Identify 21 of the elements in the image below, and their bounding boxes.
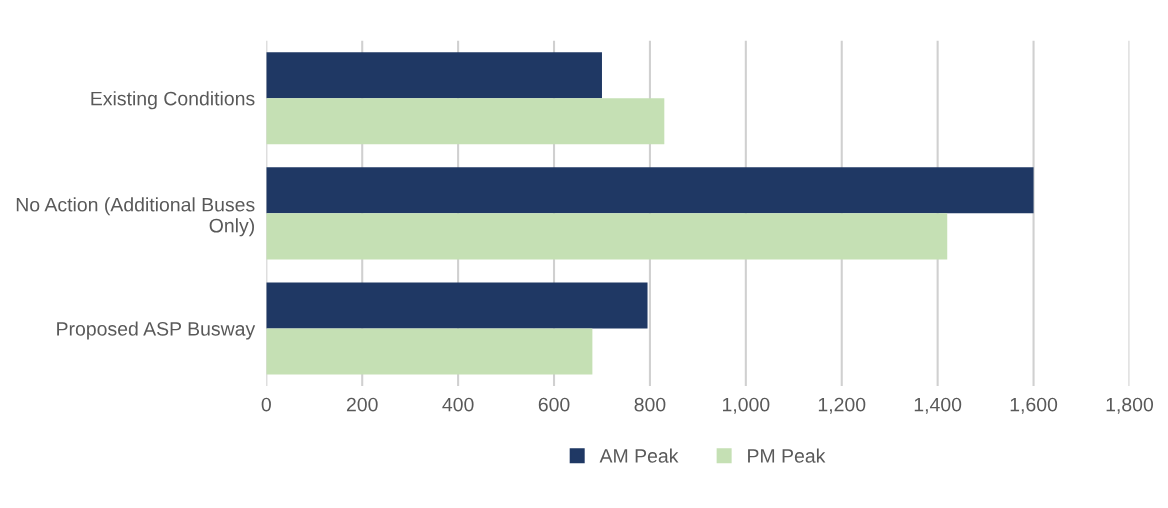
x-tick-label: 1,800 bbox=[1106, 397, 1154, 414]
y-tick-label: Existing Conditions bbox=[91, 91, 255, 110]
y-tick-label: No Action (Additional Buses Only) bbox=[16, 197, 255, 237]
x-tick-label: 600 bbox=[538, 397, 570, 412]
x-tick-label: 0 bbox=[261, 397, 271, 412]
x-tick-label: 400 bbox=[442, 397, 474, 412]
bar bbox=[266, 167, 1034, 214]
x-tick-label: 1,200 bbox=[818, 397, 866, 414]
bar bbox=[266, 328, 593, 375]
y-tick-label: Proposed ASP Busway bbox=[57, 321, 256, 340]
x-tick-label: 800 bbox=[634, 397, 666, 412]
x-tick-label: 1,000 bbox=[722, 397, 770, 414]
x-tick-label: 1,600 bbox=[1010, 397, 1058, 414]
x-tick-label: 1,400 bbox=[914, 397, 962, 414]
bar bbox=[266, 52, 602, 99]
bar bbox=[266, 98, 665, 145]
bar bbox=[266, 282, 648, 329]
x-tick-label: 200 bbox=[346, 397, 378, 412]
legend-label: PM Peak bbox=[748, 448, 826, 463]
bar bbox=[266, 213, 948, 260]
legend-label: AM Peak bbox=[599, 448, 679, 463]
